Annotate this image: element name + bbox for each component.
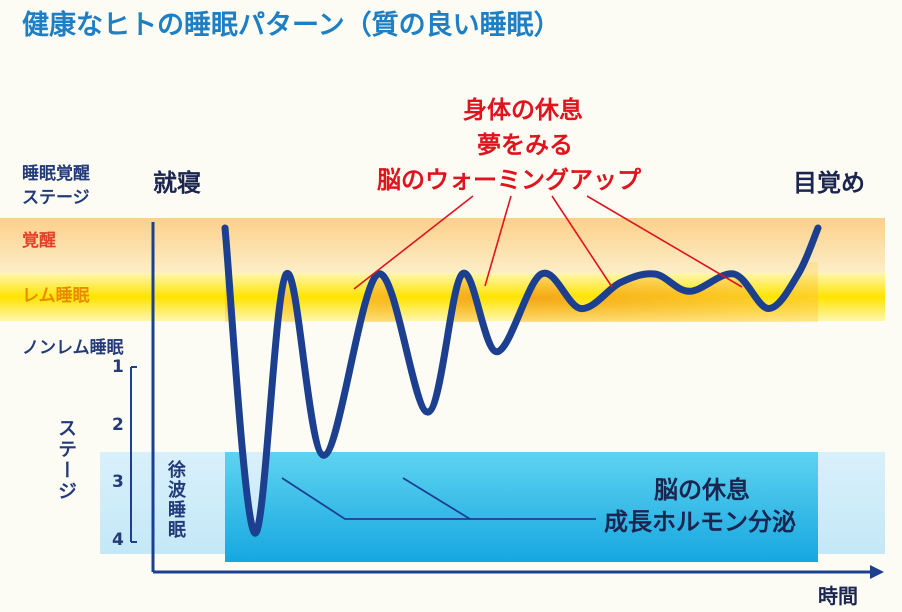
stage-label: ステージ [55,418,77,502]
y-header-line1: 睡眠覚醒 [22,164,90,184]
deep-leader-lines [281,477,596,520]
y-tick-4: 4 [112,530,124,550]
rem-leader-lines [353,195,743,290]
wake-band [0,218,885,273]
page-title: 健康なヒトの睡眠パターン（質の良い睡眠） [22,10,561,41]
zone-label-nonrem: ノンレム睡眠 [22,338,124,358]
deep-annotation-line2: 成長ホルモン分泌 [604,508,796,536]
stage-bracket [130,366,137,543]
zone-label-wake: 覚醒 [22,231,56,251]
rem-annotation-line3: 脳のウォーミングアップ [377,166,641,194]
y-tick-2: 2 [112,415,124,435]
deep-sleep-highlight [225,452,818,562]
rem-annotation-line1: 身体の休息 [463,96,583,124]
deep-annotation-line1: 脳の休息 [654,476,750,504]
start-label: 就寝 [153,169,201,197]
hypnogram-line [221,224,822,537]
x-axis-label: 時間 [818,584,858,608]
slow-wave-label: 徐波睡眠 [165,460,186,540]
rem-annotation-line2: 夢をみる [477,131,573,159]
end-label: 目覚め [793,169,865,197]
x-axis-arrow [870,565,884,579]
zone-label-rem: レム睡眠 [22,286,90,306]
y-tick-3: 3 [112,472,124,492]
y-header-line2: ステージ [22,188,90,208]
y-tick-1: 1 [112,357,124,377]
